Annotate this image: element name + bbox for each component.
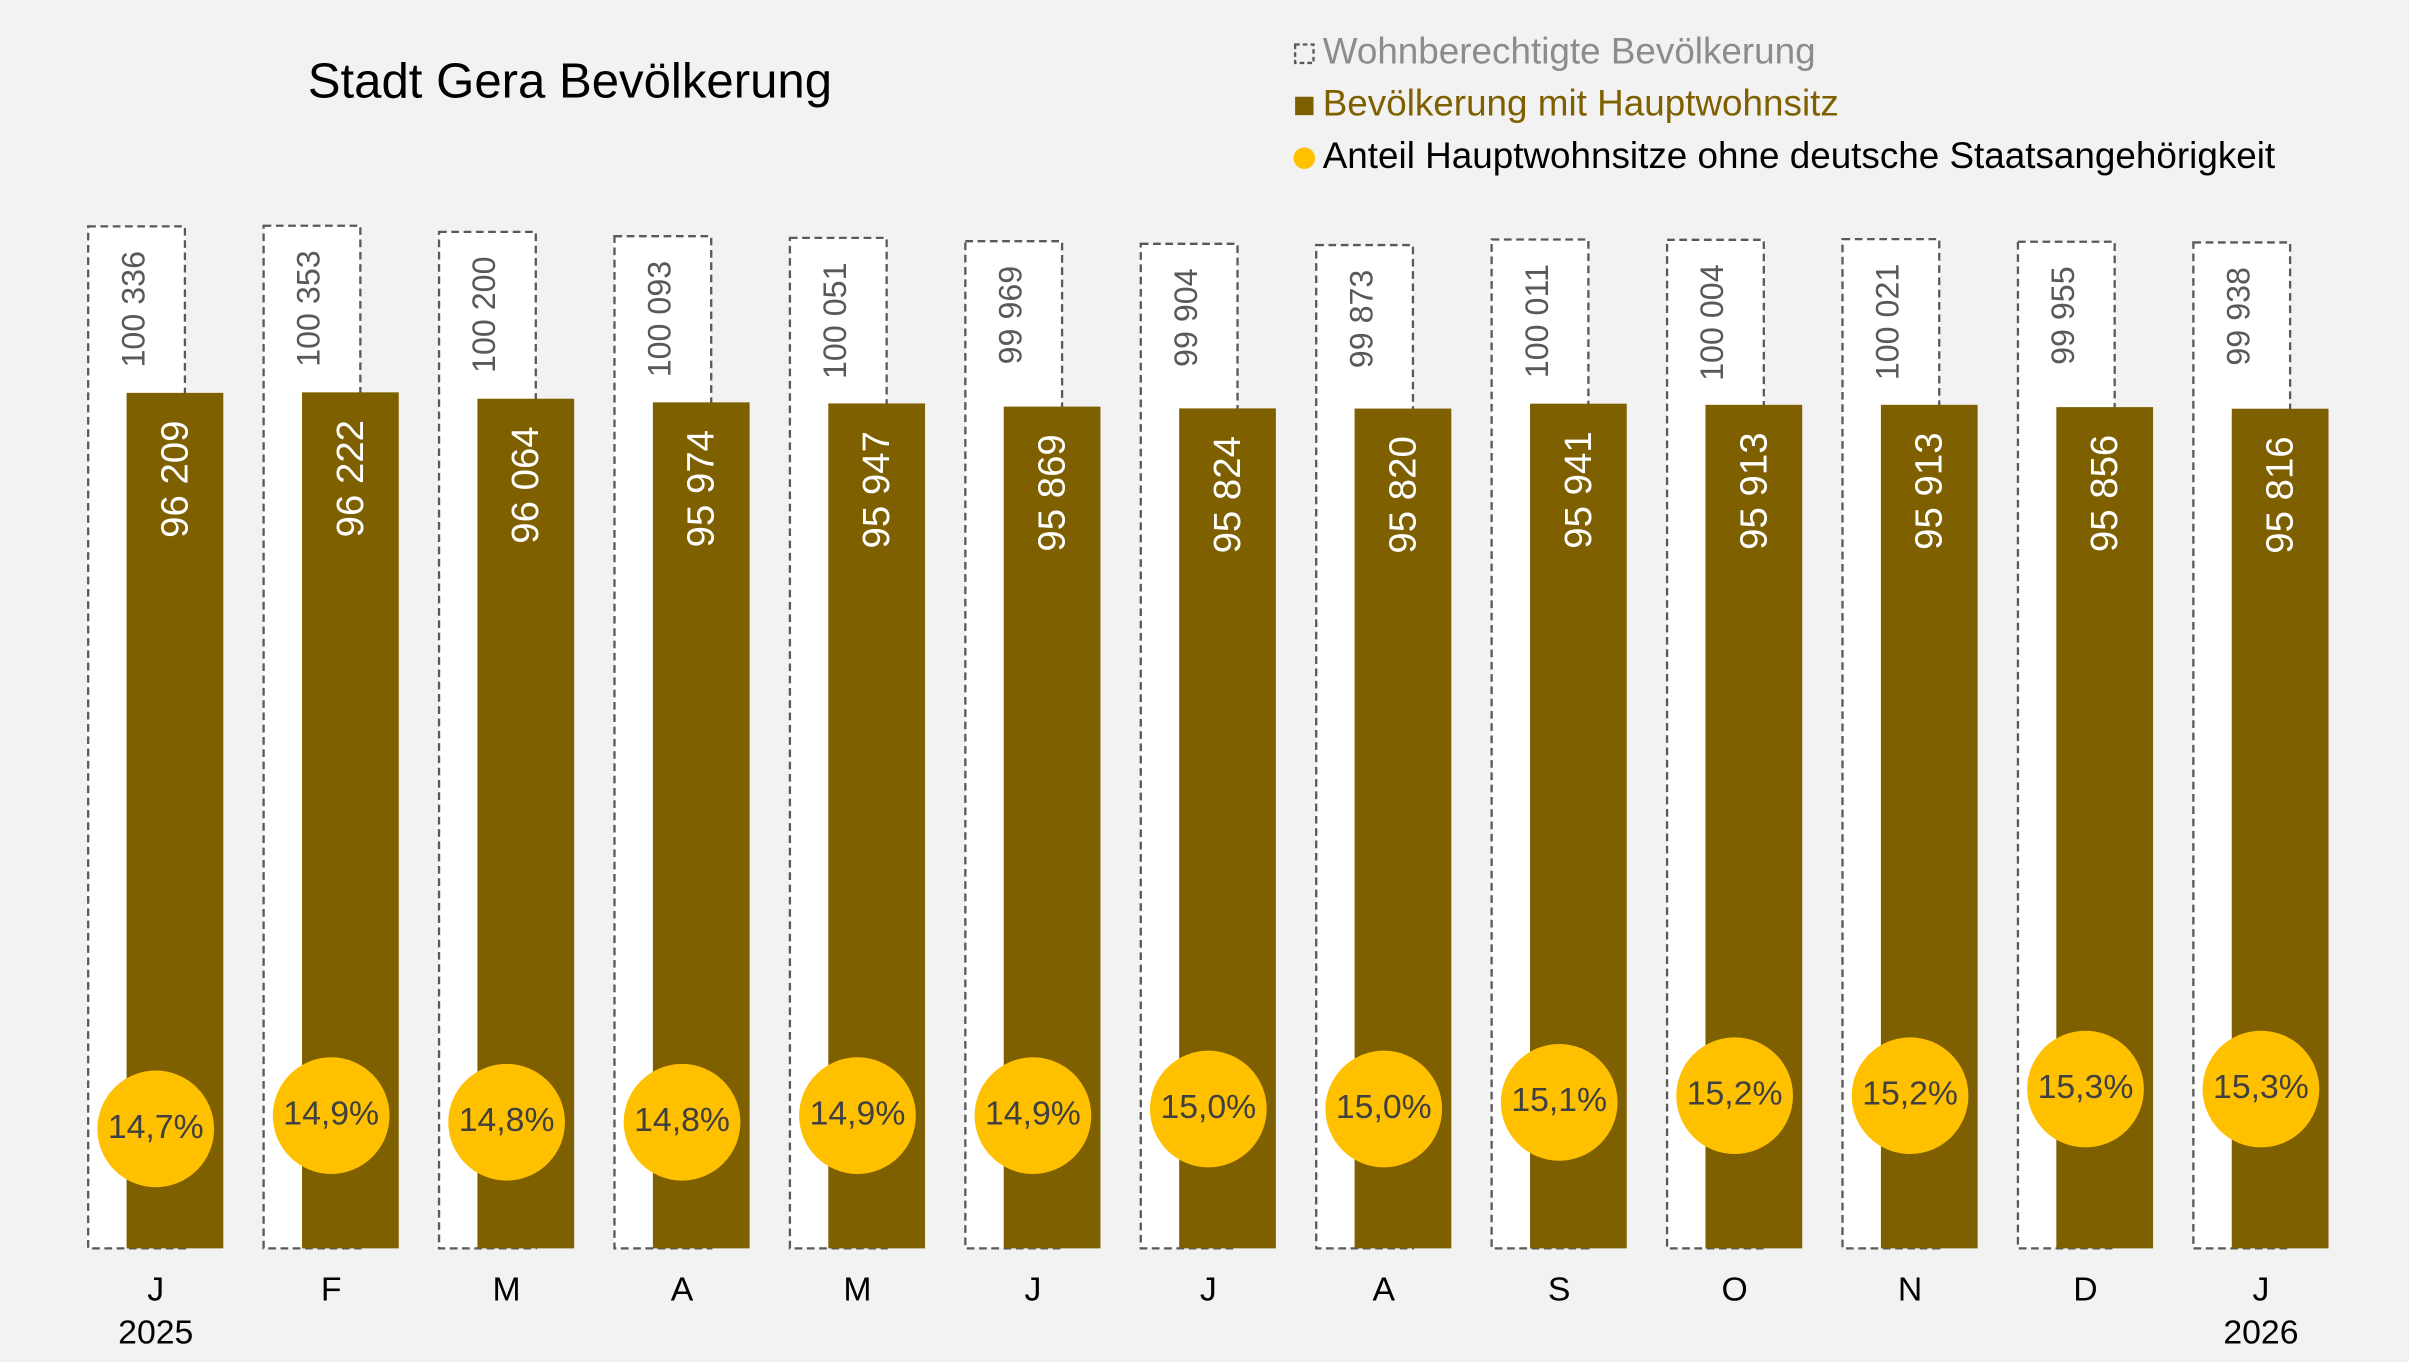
legend-marker	[1293, 147, 1316, 169]
eligible-label: 99 904	[1168, 268, 1204, 367]
share-label: 15,3%	[2213, 1068, 2309, 1106]
eligible-label: 100 004	[1694, 264, 1730, 381]
share-label: 14,8%	[634, 1101, 730, 1139]
share-marker	[2027, 1030, 2144, 1148]
main-label: 95 941	[1557, 431, 1600, 548]
main-label: 95 913	[1908, 432, 1951, 549]
share-label: 15,2%	[1687, 1075, 1783, 1113]
share-label: 15,0%	[1160, 1088, 1256, 1126]
share-marker	[1149, 1050, 1267, 1168]
share-label: 15,1%	[1511, 1081, 1607, 1119]
eligible-label: 100 353	[291, 250, 327, 367]
main-label: 95 869	[1031, 434, 1074, 551]
eligible-label: 99 955	[2045, 266, 2081, 365]
main-label: 96 222	[329, 420, 372, 537]
chart-title: Stadt Gera Bevölkerung	[308, 54, 832, 108]
eligible-label: 100 200	[466, 256, 502, 373]
x-tick-label: N	[1898, 1270, 1922, 1308]
x-tick-label: J	[1200, 1270, 1217, 1308]
x-tick-label: D	[2073, 1270, 2097, 1308]
share-label: 15,0%	[1336, 1088, 1432, 1126]
share-marker	[974, 1057, 1092, 1174]
x-tick-label: A	[671, 1270, 694, 1308]
x-tick-label: M	[493, 1270, 521, 1308]
share-label: 14,9%	[985, 1095, 1081, 1133]
main-label: 96 064	[504, 426, 547, 543]
legend-label: Wohnberechtigte Bevölkerung	[1323, 30, 1816, 71]
share-marker	[1676, 1037, 1793, 1155]
share-marker	[448, 1063, 565, 1181]
legend-marker	[1295, 96, 1314, 116]
main-label: 95 947	[855, 431, 898, 548]
x-tick-label: O	[1722, 1270, 1748, 1308]
main-label: 95 856	[2083, 435, 2126, 552]
eligible-label: 99 938	[2220, 267, 2256, 366]
x-tick-label: S	[1548, 1270, 1571, 1308]
main-label: 95 974	[680, 430, 723, 547]
share-label: 15,2%	[1862, 1075, 1958, 1113]
main-label: 95 816	[2259, 436, 2302, 553]
share-label: 14,7%	[108, 1108, 204, 1146]
share-label: 14,9%	[810, 1095, 906, 1133]
main-label: 95 913	[1732, 432, 1775, 549]
eligible-label: 99 873	[1343, 270, 1379, 369]
legend-marker	[1293, 43, 1315, 65]
share-marker	[1325, 1050, 1443, 1168]
x-year-label: 2025	[118, 1313, 193, 1351]
main-label: 95 824	[1206, 436, 1249, 553]
share-marker	[2202, 1030, 2320, 1148]
share-marker	[1500, 1043, 1618, 1161]
x-tick-label: J	[2252, 1270, 2269, 1308]
main-label: 95 820	[1381, 436, 1424, 553]
eligible-label: 100 336	[115, 251, 151, 368]
x-year-label: 2026	[2223, 1313, 2298, 1351]
share-label: 15,3%	[2038, 1068, 2134, 1106]
share-marker	[1851, 1037, 1969, 1155]
share-marker	[272, 1057, 390, 1174]
share-marker	[623, 1063, 741, 1181]
share-label: 14,9%	[283, 1095, 379, 1133]
legend-label: Bevölkerung mit Hauptwohnsitz	[1323, 83, 1839, 124]
eligible-label: 100 011	[1519, 264, 1555, 378]
main-label: 96 209	[153, 421, 196, 538]
eligible-label: 100 021	[1870, 264, 1906, 381]
x-tick-label: J	[147, 1270, 164, 1308]
x-tick-label: F	[321, 1270, 342, 1308]
share-marker	[799, 1057, 916, 1174]
x-tick-label: A	[1373, 1270, 1396, 1308]
share-marker	[97, 1070, 215, 1188]
x-tick-label: J	[1024, 1270, 1041, 1308]
eligible-label: 100 093	[642, 261, 678, 378]
share-label: 14,8%	[459, 1101, 555, 1139]
x-tick-label: M	[843, 1270, 871, 1308]
eligible-label: 99 969	[992, 266, 1028, 365]
legend-label: Anteil Hauptwohnsitze ohne deutsche Staa…	[1323, 135, 2275, 176]
eligible-label: 100 051	[817, 262, 853, 379]
